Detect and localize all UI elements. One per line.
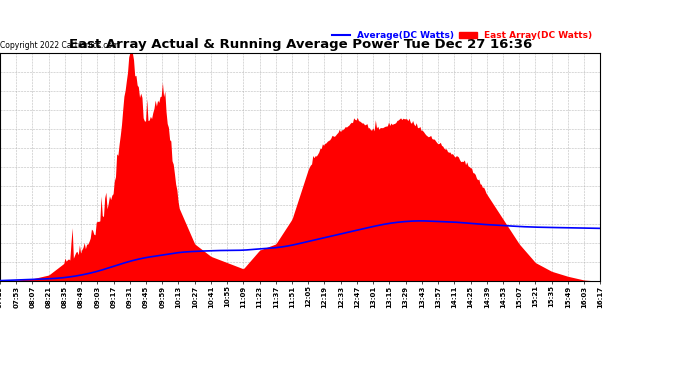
Text: Copyright 2022 Cartronics.com: Copyright 2022 Cartronics.com — [0, 41, 119, 50]
Legend: Average(DC Watts), East Array(DC Watts): Average(DC Watts), East Array(DC Watts) — [328, 27, 595, 44]
Title: East Array Actual & Running Average Power Tue Dec 27 16:36: East Array Actual & Running Average Powe… — [68, 38, 532, 51]
